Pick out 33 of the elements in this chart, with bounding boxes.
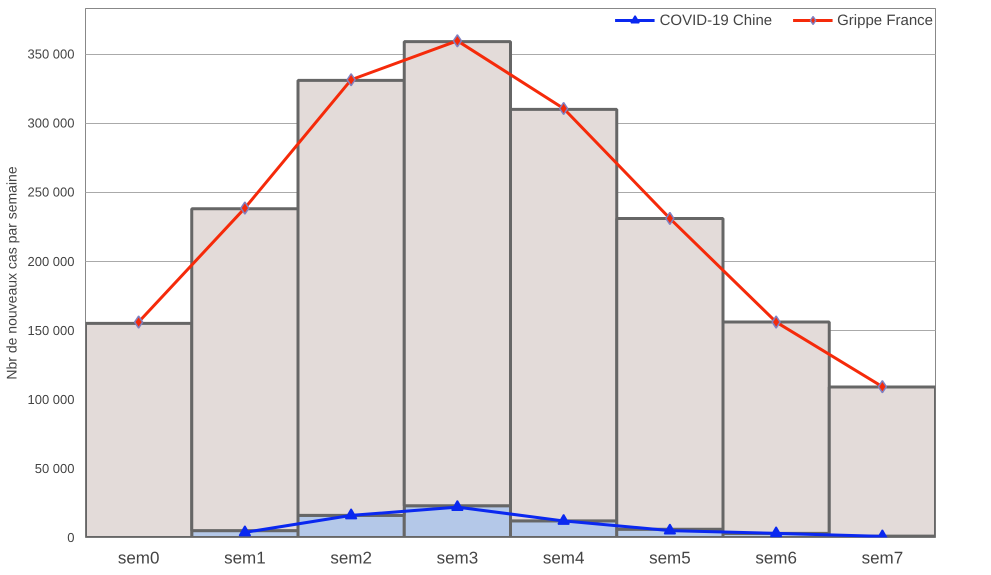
y-tick-label: 150 000	[28, 322, 75, 338]
point	[134, 315, 144, 329]
point	[557, 514, 570, 525]
legend-label: Grippe France	[837, 12, 933, 28]
point	[346, 73, 356, 87]
y-tick-label: 200 000	[28, 254, 75, 269]
point	[771, 315, 781, 329]
y-tick-label: 0	[67, 530, 75, 545]
point	[344, 508, 358, 520]
y-tick-label: 350 000	[28, 46, 75, 62]
y-tick-label: 250 000	[28, 184, 75, 200]
legend-label: COVID-19 Chine	[660, 12, 772, 28]
point	[451, 500, 464, 512]
y-tick-label: 50 000	[34, 460, 75, 476]
x-tick-label: sem1	[224, 548, 266, 568]
point	[878, 380, 888, 394]
point	[238, 525, 252, 536]
x-tick-label: sem5	[649, 548, 691, 568]
x-tick-label: sem4	[542, 548, 584, 568]
y-axis-title: Nbr de nouveaux cas par semaine	[4, 166, 20, 380]
x-tick-label: sem0	[118, 548, 160, 568]
point	[664, 523, 676, 535]
point	[240, 201, 250, 215]
point	[770, 526, 782, 538]
point	[452, 34, 462, 48]
y-tick-label: 300 000	[28, 116, 75, 131]
point	[665, 212, 675, 226]
x-tick-label: sem3	[436, 548, 478, 568]
point	[558, 102, 568, 116]
x-tick-label: sem2	[330, 548, 372, 568]
x-tick-label: sem7	[862, 548, 904, 568]
y-tick-label: 100 000	[28, 392, 75, 407]
x-tick-label: sem6	[755, 548, 797, 568]
